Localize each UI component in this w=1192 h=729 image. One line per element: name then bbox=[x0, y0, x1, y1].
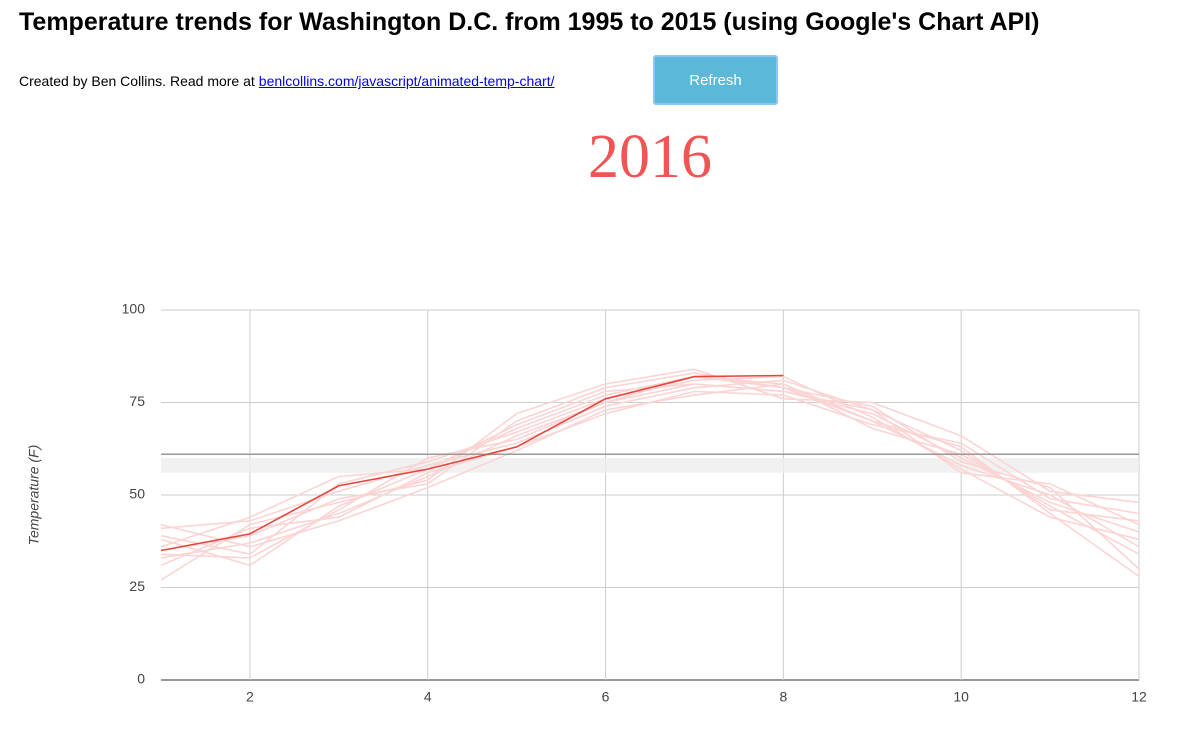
y-tick-label: 75 bbox=[129, 393, 145, 409]
x-tick-label: 6 bbox=[602, 689, 610, 705]
y-tick-label: 0 bbox=[137, 671, 145, 687]
refresh-button[interactable]: Refresh bbox=[653, 55, 778, 105]
line bbox=[160, 383, 1140, 555]
x-tick-label: 12 bbox=[1131, 689, 1147, 705]
line bbox=[160, 372, 1140, 570]
x-tick-label: 10 bbox=[953, 689, 969, 705]
line bbox=[160, 368, 1140, 581]
y-axis-label: Temperature (F) bbox=[26, 445, 42, 546]
page-title: Temperature trends for Washington D.C. f… bbox=[19, 8, 1040, 36]
line bbox=[160, 375, 1140, 578]
byline: Created by Ben Collins. Read more at benl… bbox=[19, 73, 554, 89]
x-tick-label: 2 bbox=[246, 689, 254, 705]
link[interactable]: benlcollins.com/javascript/animated-temp… bbox=[258, 73, 555, 89]
y-tick-label: 25 bbox=[129, 578, 145, 594]
line bbox=[160, 375, 1140, 567]
line bbox=[160, 390, 1140, 567]
y-tick-label: 100 bbox=[122, 301, 146, 317]
band bbox=[161, 458, 1139, 473]
x-tick-label: 8 bbox=[779, 689, 787, 705]
y-tick-label: 50 bbox=[129, 486, 145, 502]
line bbox=[160, 374, 784, 552]
year-label: 2016 bbox=[588, 123, 712, 191]
byline-text: Created by Ben Collins. Read more at bbox=[19, 73, 255, 89]
x-tick-label: 4 bbox=[424, 689, 432, 705]
